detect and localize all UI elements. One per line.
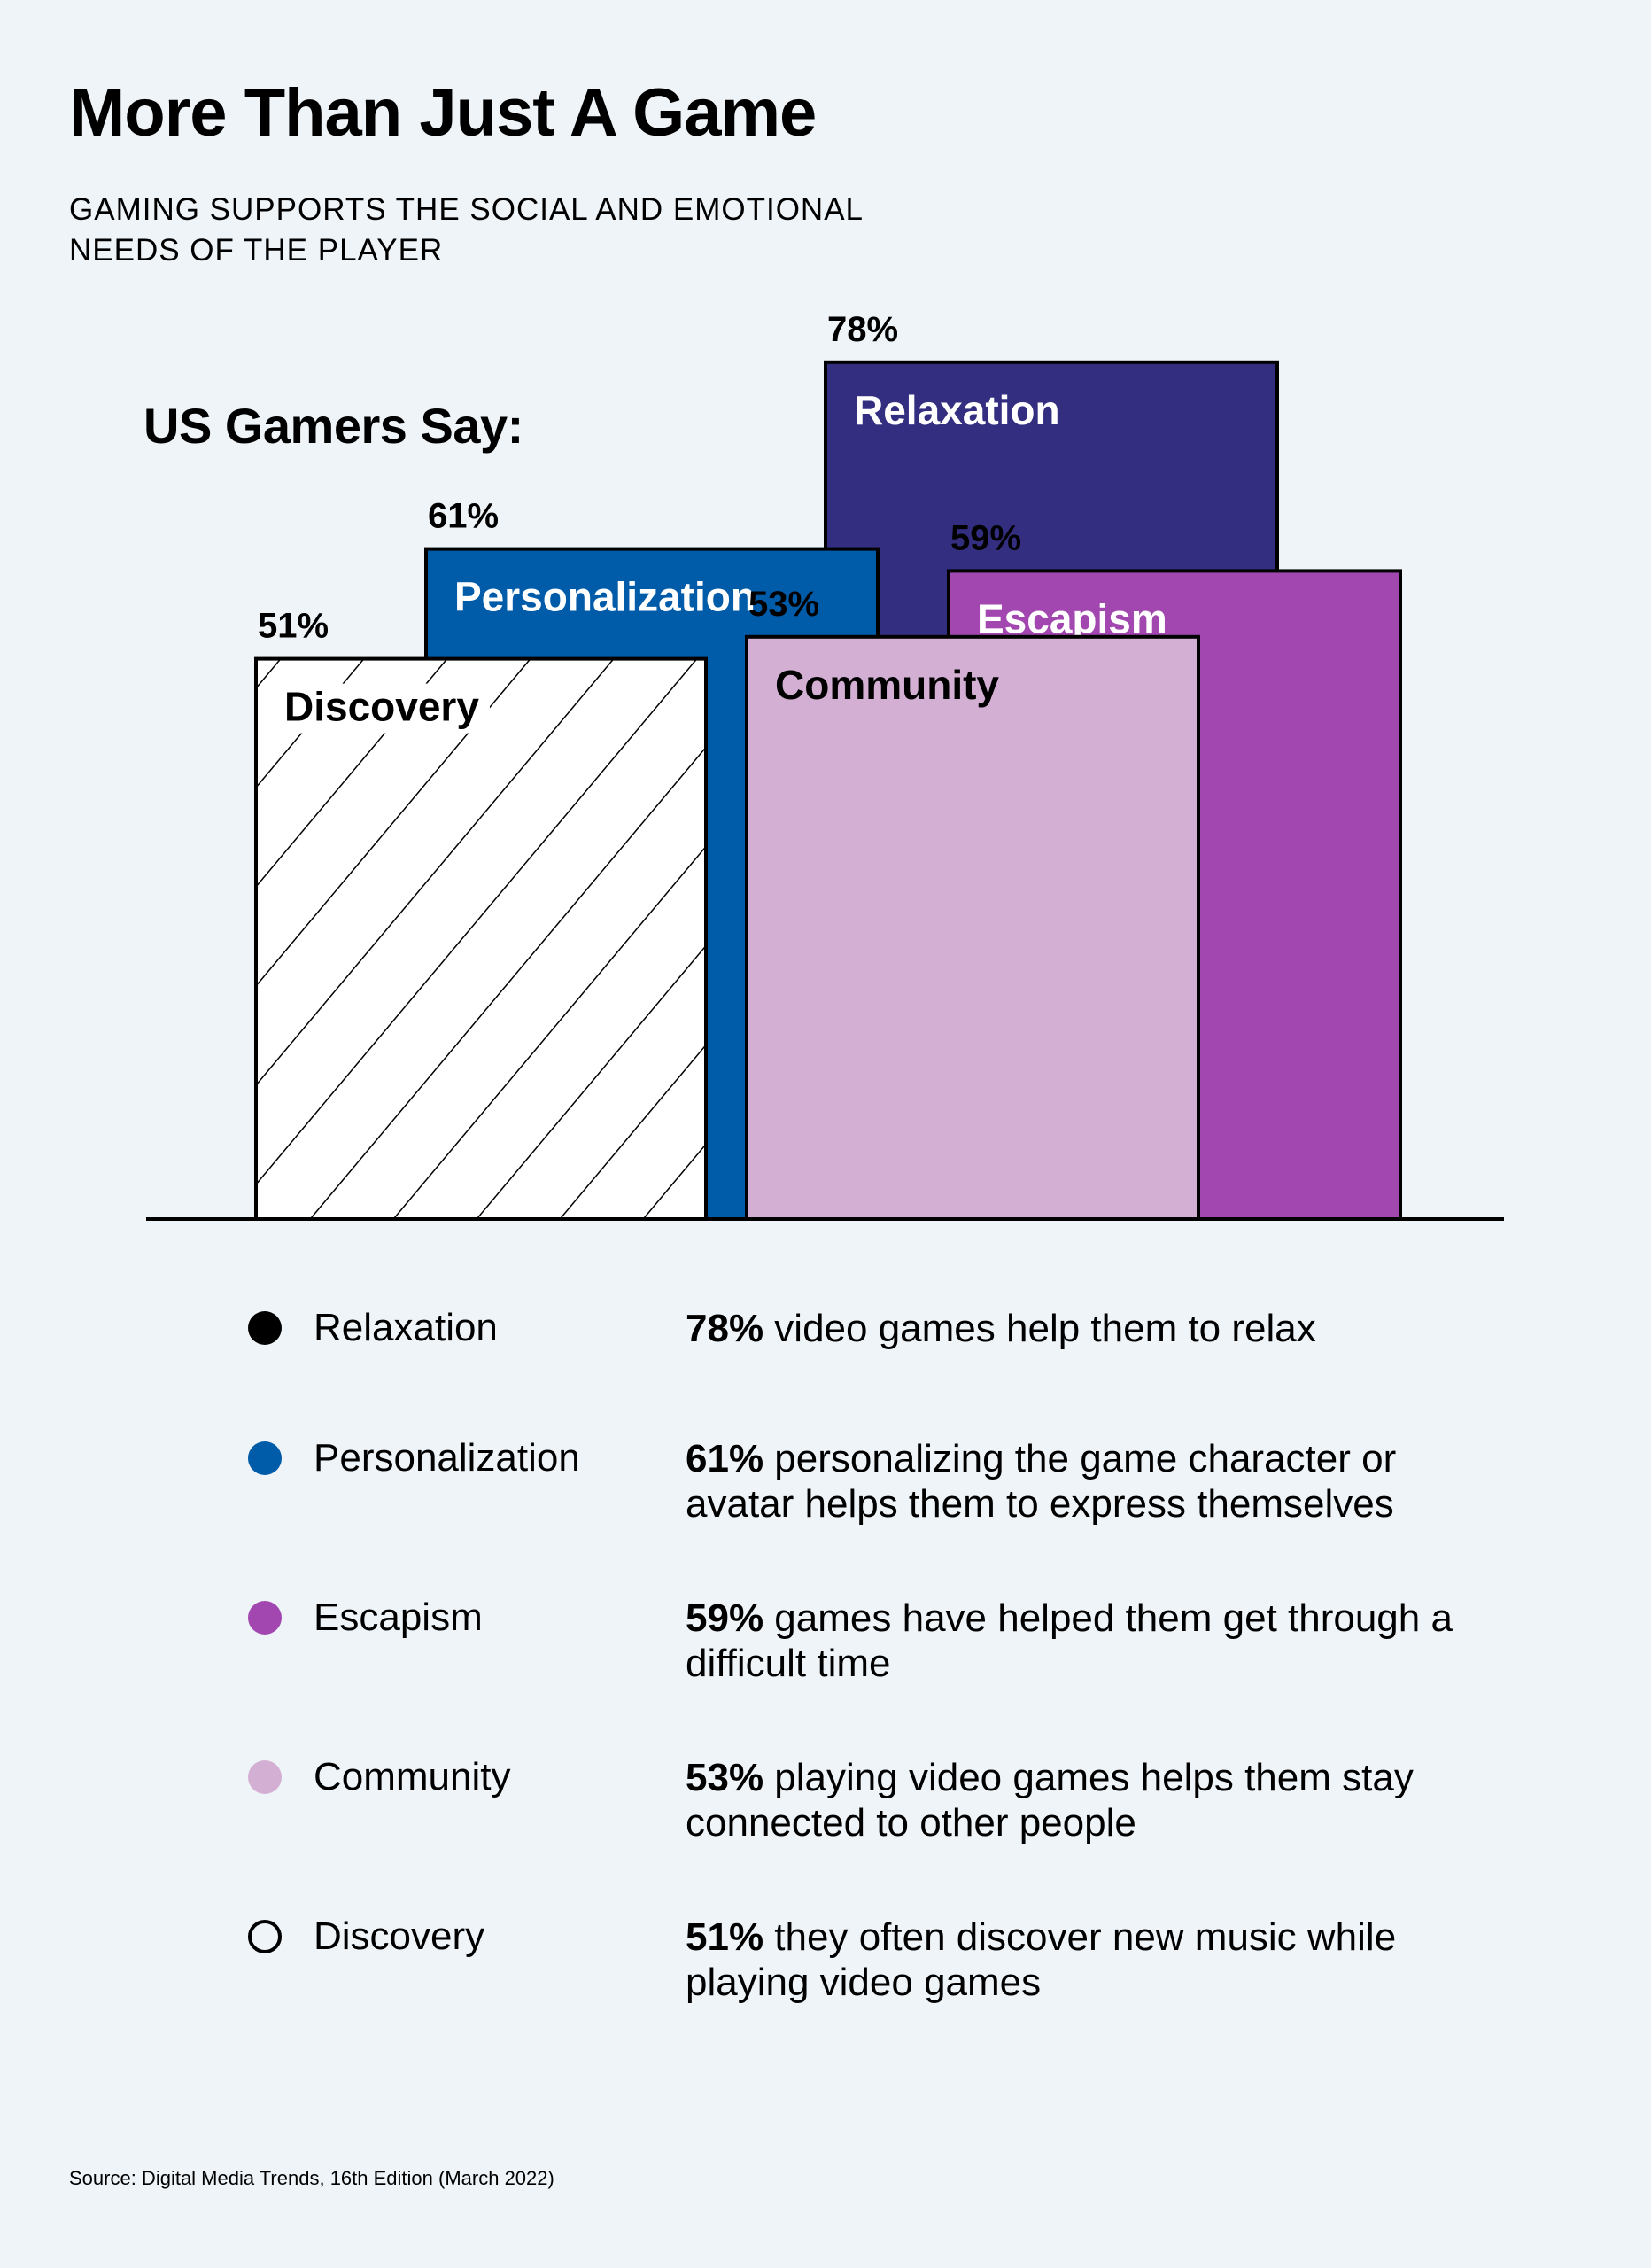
legend-description-relaxation: 78% video games help them to relax bbox=[686, 1307, 1316, 1350]
legend-dot-community bbox=[248, 1760, 282, 1794]
legend-label-personalization: Personalization bbox=[314, 1436, 580, 1480]
legend-label-discovery: Discovery bbox=[314, 1915, 485, 1958]
bar-discovery bbox=[254, 656, 708, 1221]
legend-percent-community: 53% bbox=[686, 1756, 764, 1799]
bar-community bbox=[745, 634, 1200, 1221]
category-label-personalization: Personalization bbox=[454, 574, 756, 620]
category-label-relaxation: Relaxation bbox=[854, 387, 1060, 433]
category-label-backing bbox=[281, 683, 490, 734]
legend-dot-escapism bbox=[248, 1601, 282, 1635]
category-label-escapism: Escapism bbox=[977, 595, 1167, 641]
legend-description-community: 53% playing video games helps them stay … bbox=[686, 1756, 1414, 1845]
bar-group-discovery: 51% Discovery bbox=[254, 607, 708, 1221]
value-label-relaxation: 78% bbox=[827, 310, 898, 349]
legend-description-personalization: 61% personalizing the game character or … bbox=[686, 1437, 1397, 1526]
page-title: More Than Just A Game bbox=[69, 75, 817, 151]
legend-percent-discovery: 51% bbox=[686, 1915, 764, 1959]
legend-dot-relaxation bbox=[248, 1311, 282, 1345]
category-label-community: Community bbox=[775, 662, 999, 708]
bar-group-community: 53% Community bbox=[745, 585, 1200, 1221]
legend-label-relaxation: Relaxation bbox=[314, 1306, 498, 1349]
source-note: Source: Digital Media Trends, 16th Editi… bbox=[69, 2167, 554, 2189]
legend-dot-personalization bbox=[248, 1441, 282, 1475]
legend-description-escapism: 59% games have helped them get through a… bbox=[686, 1596, 1453, 1685]
value-label-discovery: 51% bbox=[258, 607, 329, 646]
legend-percent-escapism: 59% bbox=[686, 1596, 764, 1640]
value-label-community: 53% bbox=[748, 585, 819, 624]
legend-label-escapism: Escapism bbox=[314, 1596, 483, 1639]
legend-percent-personalization: 61% bbox=[686, 1437, 764, 1480]
value-label-personalization: 61% bbox=[428, 497, 499, 536]
legend-description-discovery: 51% they often discover new music while … bbox=[686, 1915, 1397, 2004]
chart-heading: US Gamers Say: bbox=[143, 398, 523, 454]
bar-chart: 78% Relaxation 61% Personalization 59% Escapi… bbox=[146, 310, 1504, 1221]
legend-label-community: Community bbox=[314, 1755, 511, 1798]
page-subtitle: GAMING SUPPORTS THE SOCIAL AND EMOTIONAL… bbox=[69, 192, 863, 268]
value-label-escapism: 59% bbox=[950, 518, 1021, 557]
legend-dot-discovery bbox=[248, 1920, 282, 1953]
category-label-discovery: Discovery bbox=[284, 684, 479, 730]
legend-percent-relaxation: 78% bbox=[686, 1307, 764, 1350]
